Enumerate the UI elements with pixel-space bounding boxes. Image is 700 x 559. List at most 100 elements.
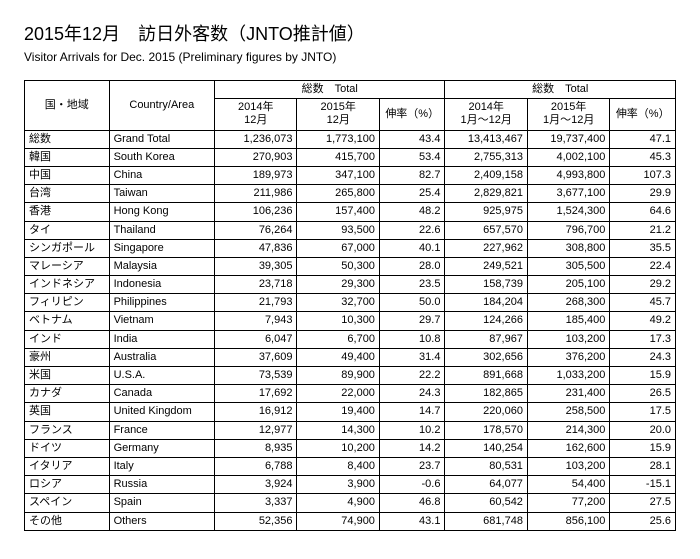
cell-country-en: China [109, 166, 214, 184]
cell-ytd2014: 184,204 [445, 294, 527, 312]
cell-dec2014: 3,924 [215, 476, 297, 494]
table-body: 総数Grand Total1,236,0731,773,10043.413,41… [25, 130, 676, 530]
cell-growth-ytd: 45.3 [610, 148, 676, 166]
cell-ytd2014: 657,570 [445, 221, 527, 239]
cell-dec2015: 19,400 [297, 403, 379, 421]
cell-growth-ytd: 17.5 [610, 403, 676, 421]
cell-ytd2014: 249,521 [445, 257, 527, 275]
table-row: スペインSpain3,3374,90046.860,54277,20027.5 [25, 494, 676, 512]
cell-dec2015: 89,900 [297, 367, 379, 385]
cell-dec2015: 8,400 [297, 457, 379, 475]
cell-country-en: Canada [109, 385, 214, 403]
cell-country-ja: ドイツ [25, 439, 110, 457]
table-row: 米国U.S.A.73,53989,90022.2891,6681,033,200… [25, 367, 676, 385]
th-dec2015: 2015年12月 [297, 99, 379, 130]
th-total-monthly: 総数 Total [215, 81, 445, 99]
cell-growth-monthly: 43.4 [379, 130, 445, 148]
cell-country-ja: インドネシア [25, 276, 110, 294]
cell-growth-monthly: 10.8 [379, 330, 445, 348]
cell-ytd2014: 891,668 [445, 367, 527, 385]
cell-growth-ytd: 49.2 [610, 312, 676, 330]
cell-ytd2015: 1,033,200 [527, 367, 609, 385]
cell-ytd2014: 227,962 [445, 239, 527, 257]
cell-dec2014: 3,337 [215, 494, 297, 512]
page-title-en: Visitor Arrivals for Dec. 2015 (Prelimin… [24, 50, 676, 64]
table-row: インドIndia6,0476,70010.887,967103,20017.3 [25, 330, 676, 348]
cell-country-en: Italy [109, 457, 214, 475]
cell-growth-monthly: 22.2 [379, 367, 445, 385]
cell-dec2014: 211,986 [215, 185, 297, 203]
cell-dec2015: 415,700 [297, 148, 379, 166]
cell-growth-ytd: 64.6 [610, 203, 676, 221]
cell-growth-monthly: 48.2 [379, 203, 445, 221]
cell-dec2014: 23,718 [215, 276, 297, 294]
cell-country-ja: フランス [25, 421, 110, 439]
cell-ytd2014: 925,975 [445, 203, 527, 221]
table-row: フランスFrance12,97714,30010.2178,570214,300… [25, 421, 676, 439]
cell-ytd2015: 205,100 [527, 276, 609, 294]
table-row: 英国United Kingdom16,91219,40014.7220,0602… [25, 403, 676, 421]
cell-ytd2014: 124,266 [445, 312, 527, 330]
cell-ytd2014: 13,413,467 [445, 130, 527, 148]
th-growth-monthly: 伸率（%） [379, 99, 445, 130]
cell-ytd2015: 258,500 [527, 403, 609, 421]
cell-dec2014: 52,356 [215, 512, 297, 530]
cell-growth-monthly: 43.1 [379, 512, 445, 530]
cell-ytd2015: 103,200 [527, 457, 609, 475]
cell-growth-monthly: 82.7 [379, 166, 445, 184]
cell-country-en: Malaysia [109, 257, 214, 275]
cell-growth-monthly: 24.3 [379, 385, 445, 403]
cell-country-en: Thailand [109, 221, 214, 239]
cell-ytd2015: 19,737,400 [527, 130, 609, 148]
table-row: ベトナムVietnam7,94310,30029.7124,266185,400… [25, 312, 676, 330]
cell-country-en: France [109, 421, 214, 439]
cell-dec2014: 12,977 [215, 421, 297, 439]
cell-country-ja: カナダ [25, 385, 110, 403]
th-country-ja: 国・地域 [25, 81, 110, 131]
cell-growth-monthly: 14.7 [379, 403, 445, 421]
cell-ytd2014: 2,755,313 [445, 148, 527, 166]
cell-ytd2015: 231,400 [527, 385, 609, 403]
cell-country-en: India [109, 330, 214, 348]
cell-dec2014: 1,236,073 [215, 130, 297, 148]
cell-country-ja: フィリピン [25, 294, 110, 312]
cell-dec2015: 50,300 [297, 257, 379, 275]
cell-ytd2015: 4,002,100 [527, 148, 609, 166]
table-row: 韓国South Korea270,903415,70053.42,755,313… [25, 148, 676, 166]
th-ytd2014: 2014年1月～12月 [445, 99, 527, 130]
cell-ytd2014: 64,077 [445, 476, 527, 494]
table-row: シンガポールSingapore47,83667,00040.1227,96230… [25, 239, 676, 257]
cell-ytd2015: 268,300 [527, 294, 609, 312]
cell-growth-monthly: 50.0 [379, 294, 445, 312]
cell-country-en: Indonesia [109, 276, 214, 294]
cell-dec2014: 39,305 [215, 257, 297, 275]
cell-growth-monthly: 22.6 [379, 221, 445, 239]
cell-growth-ytd: 17.3 [610, 330, 676, 348]
cell-growth-ytd: -15.1 [610, 476, 676, 494]
cell-ytd2014: 158,739 [445, 276, 527, 294]
cell-ytd2015: 77,200 [527, 494, 609, 512]
cell-country-ja: 台湾 [25, 185, 110, 203]
th-ytd2015: 2015年1月～12月 [527, 99, 609, 130]
cell-growth-ytd: 107.3 [610, 166, 676, 184]
cell-dec2014: 6,788 [215, 457, 297, 475]
cell-ytd2015: 308,800 [527, 239, 609, 257]
cell-country-en: South Korea [109, 148, 214, 166]
cell-country-ja: 総数 [25, 130, 110, 148]
page-title-ja: 2015年12月 訪日外客数（JNTO推計値） [24, 20, 676, 46]
cell-growth-monthly: 25.4 [379, 185, 445, 203]
cell-dec2015: 3,900 [297, 476, 379, 494]
cell-growth-ytd: 29.9 [610, 185, 676, 203]
cell-country-en: Singapore [109, 239, 214, 257]
cell-country-ja: インド [25, 330, 110, 348]
cell-growth-ytd: 20.0 [610, 421, 676, 439]
cell-growth-monthly: 29.7 [379, 312, 445, 330]
cell-dec2014: 189,973 [215, 166, 297, 184]
cell-growth-ytd: 35.5 [610, 239, 676, 257]
cell-country-ja: マレーシア [25, 257, 110, 275]
cell-growth-monthly: 40.1 [379, 239, 445, 257]
cell-country-en: Taiwan [109, 185, 214, 203]
table-row: 豪州Australia37,60949,40031.4302,656376,20… [25, 348, 676, 366]
cell-ytd2015: 856,100 [527, 512, 609, 530]
cell-ytd2015: 214,300 [527, 421, 609, 439]
